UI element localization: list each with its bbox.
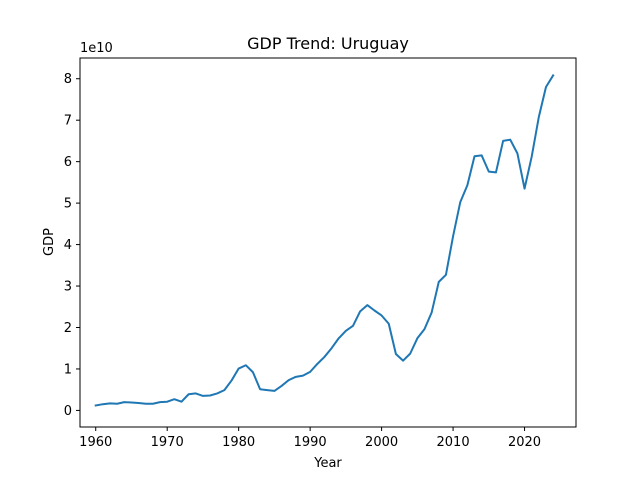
x-axis-label: Year (313, 456, 342, 471)
plot-area (80, 58, 576, 427)
y-tick-label: 0 (64, 404, 72, 419)
y-tick-label: 3 (64, 280, 72, 295)
y-tick-label: 7 (64, 114, 72, 129)
y-tick-label: 8 (64, 72, 72, 87)
y-tick-label: 1 (64, 362, 72, 377)
y-tick-label: 5 (64, 197, 72, 212)
plot-frame (79, 57, 577, 428)
y-tick-label: 4 (64, 238, 72, 253)
y-tick-label: 6 (64, 155, 72, 170)
chart-title: GDP Trend: Uruguay (247, 34, 409, 53)
y-axis-label: GDP (42, 228, 57, 256)
x-axis-ticks: 1960 1970 1980 1990 2000 2010 2020 (79, 427, 541, 450)
x-tick-label: 1980 (222, 435, 255, 450)
x-tick-label: 1960 (79, 435, 112, 450)
y-tick-label: 2 (64, 321, 72, 336)
x-tick-label: 2020 (508, 435, 541, 450)
x-tick-label: 2000 (365, 435, 398, 450)
y-axis-offset-text: 1e10 (80, 41, 113, 56)
x-tick-label: 1970 (151, 435, 184, 450)
x-tick-label: 1990 (294, 435, 327, 450)
y-axis-ticks: 0 1 2 3 4 5 6 7 8 (64, 72, 80, 419)
x-tick-label: 2010 (437, 435, 470, 450)
gdp-series-line (94, 74, 555, 407)
